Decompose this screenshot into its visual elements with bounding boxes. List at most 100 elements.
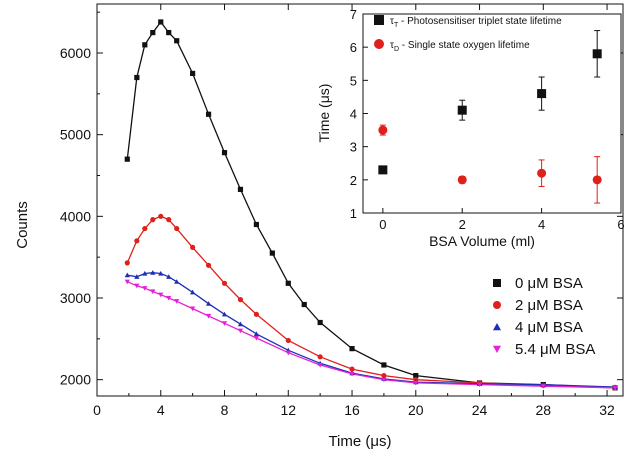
inset-data-point bbox=[457, 175, 467, 185]
data-point bbox=[205, 262, 212, 268]
data-point bbox=[253, 221, 259, 228]
data-point bbox=[237, 297, 244, 303]
data-point bbox=[150, 270, 156, 275]
inset-legend: τT - Photosensitiser triplet state lifet… bbox=[374, 15, 562, 53]
data-point bbox=[166, 217, 172, 223]
data-point bbox=[205, 313, 212, 319]
y-tick-label: 3000 bbox=[60, 290, 91, 306]
inset-x-tick-label: 6 bbox=[617, 217, 624, 232]
data-point bbox=[285, 350, 291, 356]
data-point bbox=[413, 372, 419, 379]
main-x-axis-label: Time (μs) bbox=[328, 433, 391, 450]
inset-legend-marker bbox=[374, 39, 384, 49]
data-point bbox=[253, 335, 259, 341]
data-point bbox=[190, 244, 196, 250]
x-tick-label: 24 bbox=[472, 402, 488, 418]
data-point bbox=[476, 382, 483, 388]
inset-data-point bbox=[592, 175, 602, 185]
data-point bbox=[221, 321, 228, 326]
data-point bbox=[174, 279, 180, 284]
inset-data-point bbox=[378, 165, 388, 175]
data-point bbox=[612, 385, 618, 391]
legend-marker bbox=[493, 345, 501, 353]
legend-marker bbox=[493, 279, 501, 287]
data-point bbox=[124, 260, 130, 266]
x-tick-label: 8 bbox=[221, 402, 229, 418]
inset-y-tick-label: 4 bbox=[350, 107, 357, 122]
inset-y-tick-label: 7 bbox=[350, 7, 357, 22]
fit-curve-0 bbox=[126, 20, 616, 389]
data-point bbox=[158, 292, 164, 298]
data-point bbox=[166, 29, 172, 36]
data-point bbox=[174, 225, 180, 232]
data-point bbox=[413, 380, 419, 386]
y-tick-label: 2000 bbox=[60, 372, 91, 388]
inset-data-point bbox=[537, 89, 547, 99]
inset-data-point bbox=[537, 168, 547, 178]
inset-y-tick-label: 5 bbox=[350, 73, 357, 88]
x-tick-label: 28 bbox=[536, 402, 552, 418]
data-point bbox=[166, 295, 172, 301]
inset-y-tick-label: 2 bbox=[350, 173, 357, 188]
data-point bbox=[124, 279, 130, 285]
inset-legend-marker bbox=[374, 15, 384, 25]
data-point bbox=[150, 289, 156, 295]
inset-background bbox=[363, 14, 621, 213]
y-tick-label: 5000 bbox=[60, 127, 91, 143]
data-point bbox=[150, 29, 156, 36]
x-tick-label: 0 bbox=[93, 402, 101, 418]
data-point bbox=[253, 331, 259, 337]
legend-marker bbox=[493, 323, 501, 331]
inset-data-points bbox=[378, 30, 602, 204]
data-point bbox=[205, 111, 212, 117]
legend-label: 4 μM BSA bbox=[515, 319, 583, 336]
inset-data-point bbox=[457, 105, 467, 115]
data-point bbox=[142, 225, 148, 232]
y-tick-label: 4000 bbox=[60, 208, 91, 224]
x-tick-label: 20 bbox=[408, 402, 424, 418]
inset-x-tick-label: 4 bbox=[538, 217, 545, 232]
inset-x-axis-label: BSA Volume (ml) bbox=[429, 233, 535, 249]
data-point bbox=[381, 372, 387, 379]
x-tick-label: 12 bbox=[280, 402, 296, 418]
inset-y-tick-label: 6 bbox=[350, 40, 357, 55]
legend-label: 5.4 μM BSA bbox=[515, 341, 595, 358]
data-point bbox=[381, 377, 387, 383]
fit-curve-3 bbox=[127, 281, 616, 389]
data-point bbox=[124, 272, 130, 278]
data-point bbox=[221, 150, 228, 156]
x-tick-label: 4 bbox=[157, 402, 165, 418]
inset-y-tick-label: 1 bbox=[350, 206, 357, 221]
data-point bbox=[134, 238, 140, 244]
inset-y-tick-label: 3 bbox=[350, 140, 357, 155]
data-point bbox=[285, 280, 291, 286]
data-point bbox=[124, 156, 130, 162]
inset-legend-label: τT - Photosensitiser triplet state lifet… bbox=[390, 16, 562, 29]
inset-data-point bbox=[378, 125, 388, 135]
data-point bbox=[301, 301, 307, 308]
legend-label: 0 μM BSA bbox=[515, 275, 583, 292]
data-point bbox=[349, 371, 355, 377]
inset-legend-label: τD - Single state oxygen lifetime bbox=[390, 40, 530, 53]
legend-marker bbox=[493, 301, 501, 309]
data-point bbox=[269, 250, 275, 256]
data-point bbox=[317, 354, 323, 360]
data-point bbox=[142, 286, 148, 291]
data-point bbox=[150, 217, 156, 223]
data-point bbox=[237, 186, 244, 192]
data-point bbox=[205, 301, 212, 306]
data-point bbox=[142, 42, 148, 48]
data-point bbox=[253, 311, 259, 317]
data-point bbox=[317, 319, 323, 326]
data-point bbox=[237, 321, 244, 327]
data-point bbox=[317, 362, 323, 368]
data-point bbox=[190, 306, 196, 312]
data-point bbox=[540, 384, 546, 389]
inset-x-tick-label: 0 bbox=[379, 217, 386, 232]
data-point bbox=[285, 337, 291, 344]
inset-x-tick-label: 2 bbox=[459, 217, 466, 232]
inset-axis-ticks: 0 2 4 6 1 2 3 4 5 6 7 bbox=[350, 7, 625, 232]
main-y-axis-label: Counts bbox=[14, 201, 31, 249]
main-legend: 0 μM BSA 2 μM BSA 4 μM BSA 5.4 μM BSA bbox=[493, 275, 595, 358]
